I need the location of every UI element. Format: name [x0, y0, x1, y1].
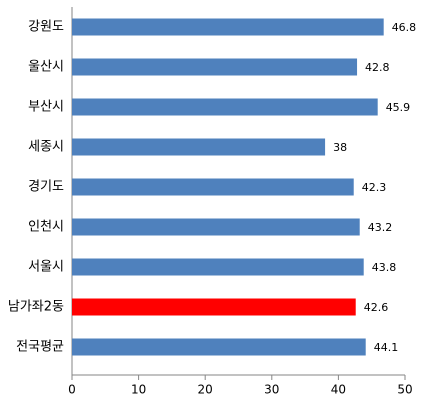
- y-tick-label: 경기도: [28, 180, 64, 195]
- bar: [72, 18, 384, 36]
- value-label: 43.8: [372, 261, 397, 274]
- x-tick-label: 20: [198, 383, 213, 397]
- value-label: 44.1: [374, 341, 399, 354]
- bar: [72, 338, 366, 356]
- bar: [72, 58, 358, 76]
- bar: [72, 298, 356, 316]
- value-label: 46.8: [392, 21, 417, 34]
- y-tick-label: 강원도: [28, 20, 64, 35]
- bar: [72, 178, 354, 196]
- value-label: 43.2: [368, 221, 393, 234]
- value-label: 45.9: [386, 101, 411, 114]
- value-label: 42.8: [365, 61, 390, 74]
- y-tick-label: 서울시: [28, 260, 64, 275]
- y-tick-label: 남가좌2동: [8, 300, 64, 315]
- x-tick-label: 50: [397, 383, 412, 397]
- x-tick-label: 10: [131, 383, 146, 397]
- bar: [72, 98, 378, 116]
- value-label: 42.6: [364, 301, 389, 314]
- bar: [72, 218, 360, 236]
- value-label: 38: [333, 141, 347, 154]
- x-tick-label: 30: [264, 383, 279, 397]
- y-tick-label: 인천시: [28, 220, 64, 235]
- bar: [72, 258, 364, 276]
- x-tick-label: 0: [68, 383, 76, 397]
- y-tick-label: 울산시: [28, 60, 64, 75]
- y-tick-label: 전국평균: [16, 340, 64, 355]
- value-label: 42.3: [362, 181, 387, 194]
- bar: [72, 138, 326, 156]
- x-tick-label: 40: [331, 383, 346, 397]
- y-tick-label: 부산시: [28, 100, 64, 115]
- y-tick-label: 세종시: [28, 140, 64, 155]
